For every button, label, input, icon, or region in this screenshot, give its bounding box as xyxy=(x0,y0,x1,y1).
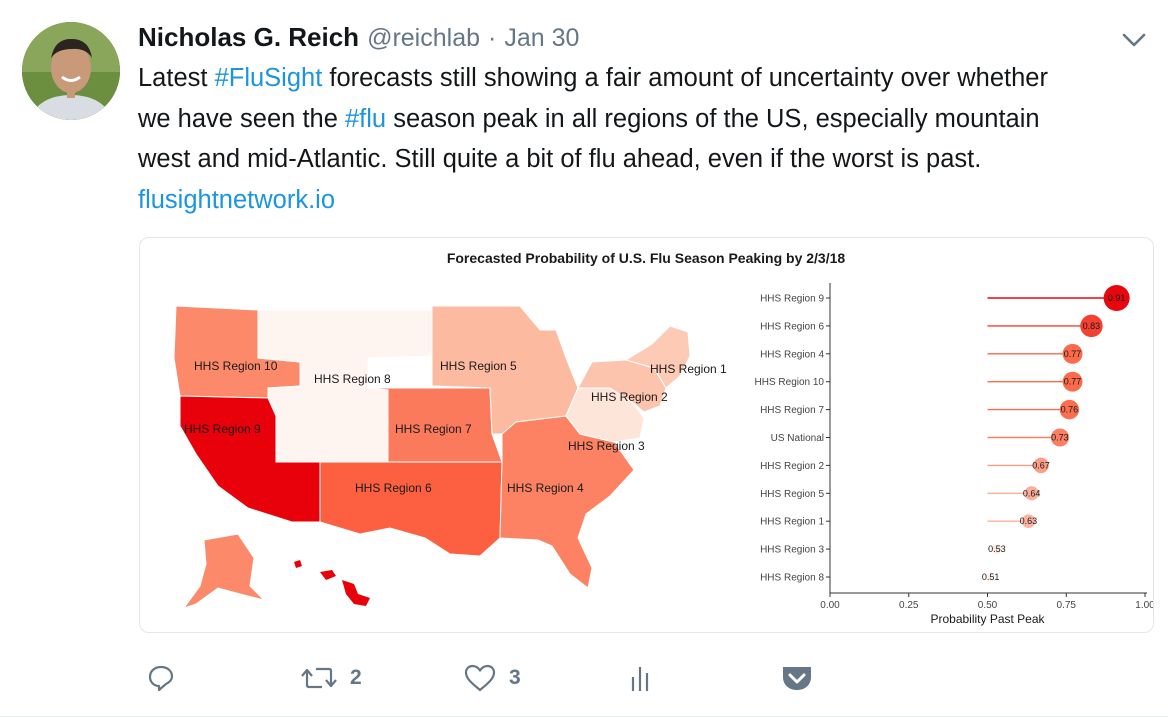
tweet-text-segment: season peak in all regions of the US, es… xyxy=(386,104,1040,133)
map-label-region-9: HHS Region 9 xyxy=(184,422,261,436)
analytics-button[interactable] xyxy=(628,656,652,700)
tweet-actions: 2 3 xyxy=(138,656,838,700)
dot-plot: HHS Region 9 0.91 HHS Region 6 0.83 HHS Regi… xyxy=(755,283,1153,626)
tweet-text-segment: forecasts still showing a fair amount of… xyxy=(322,64,1048,92)
y-tick-label: US National xyxy=(771,433,824,444)
retweet-button[interactable]: 2 xyxy=(300,656,362,700)
map-region-1 xyxy=(624,325,691,389)
y-tick-label: HHS Region 2 xyxy=(760,461,824,472)
data-point xyxy=(1080,314,1103,338)
data-label: 0.67 xyxy=(1032,460,1050,470)
data-point xyxy=(1062,371,1083,392)
data-point xyxy=(986,572,995,582)
map-label-region-8: HHS Region 8 xyxy=(314,372,391,386)
tweet-text-segment: west and mid-Atlantic. Still quite a bit… xyxy=(138,145,982,173)
map-label-region-5: HHS Region 5 xyxy=(440,359,517,373)
data-label: 0.91 xyxy=(1108,293,1126,303)
data-label: 0.53 xyxy=(988,544,1006,554)
map-label-region-7: HHS Region 7 xyxy=(395,422,472,436)
tweet-text: Latest #FluSight forecasts still showing… xyxy=(138,58,1150,220)
y-tick-label: HHS Region 10 xyxy=(755,377,825,388)
map-label-region-10: HHS Region 10 xyxy=(194,359,278,373)
data-label: 0.76 xyxy=(1061,405,1079,415)
data-point xyxy=(1062,343,1083,364)
chart-title: Forecasted Probability of U.S. Flu Seaso… xyxy=(447,250,846,266)
us-regions-map: HHS Region 10 HHS Region 8 HHS Region 5 … xyxy=(173,305,727,609)
y-tick-label: HHS Region 5 xyxy=(760,489,824,500)
x-tick-label: 0.00 xyxy=(820,600,840,611)
author-handle[interactable]: @reichlab xyxy=(367,24,481,52)
x-tick-label: 0.25 xyxy=(899,600,919,611)
map-label-region-1: HHS Region 1 xyxy=(650,362,727,376)
tweet-text-line: we have seen the #flu season peak in all… xyxy=(138,99,1150,140)
data-label: 0.64 xyxy=(1023,488,1041,498)
data-label: 0.63 xyxy=(1020,516,1038,526)
y-tick-label: HHS Region 3 xyxy=(760,545,824,556)
tweet-text-line: Latest #FluSight forecasts still showing… xyxy=(138,58,1150,99)
map-region-6 xyxy=(319,461,503,557)
map-region-2 xyxy=(577,359,667,413)
retweet-count: 2 xyxy=(350,666,362,689)
x-tick-label: 0.50 xyxy=(978,600,998,611)
y-tick-label: HHS Region 6 xyxy=(760,321,824,332)
like-button[interactable]: 3 xyxy=(463,656,521,700)
data-point xyxy=(1021,514,1036,529)
retweet-icon xyxy=(301,667,337,689)
map-label-region-4: HHS Region 4 xyxy=(507,481,584,495)
y-tick-label: HHS Region 8 xyxy=(760,573,824,584)
url-link[interactable]: flusightnetwork.io xyxy=(138,185,336,214)
x-tick-label: 0.75 xyxy=(1057,600,1077,611)
reply-icon xyxy=(148,665,174,692)
data-point xyxy=(1103,284,1130,312)
forecast-figure: Forecasted Probability of U.S. Flu Seaso… xyxy=(173,250,1153,626)
map-hawaii xyxy=(294,560,370,606)
tweet-text-segment: we have seen the xyxy=(138,104,345,133)
author-name[interactable]: Nicholas G. Reich xyxy=(138,22,360,52)
y-tick-label: HHS Region 9 xyxy=(760,294,824,305)
map-label-region-3: HHS Region 3 xyxy=(568,439,645,453)
map-region-9 xyxy=(179,395,321,523)
avatar[interactable] xyxy=(22,22,120,120)
avatar-image xyxy=(22,22,120,120)
data-point xyxy=(992,544,1002,554)
data-point xyxy=(1059,399,1080,420)
hashtag-link[interactable]: #FluSight xyxy=(214,64,323,92)
pocket-button[interactable] xyxy=(780,656,814,700)
heart-icon xyxy=(464,664,496,692)
divider xyxy=(0,716,1168,717)
reply-button[interactable] xyxy=(146,656,176,700)
y-tick-label: HHS Region 4 xyxy=(760,349,824,360)
data-label: 0.51 xyxy=(982,572,1000,582)
data-label: 0.77 xyxy=(1064,349,1082,359)
media-card[interactable]: Forecasted Probability of U.S. Flu Seaso… xyxy=(139,237,1154,633)
separator-dot: · xyxy=(488,24,497,52)
more-options-chevron-down-icon[interactable] xyxy=(1118,28,1150,52)
pocket-icon xyxy=(783,667,811,690)
y-tick-label: HHS Region 7 xyxy=(760,405,824,416)
hashtag-link[interactable]: #flu xyxy=(344,104,387,133)
y-tick-label: HHS Region 1 xyxy=(760,517,824,528)
x-axis-label: Probability Past Peak xyxy=(930,612,1045,626)
data-label: 0.77 xyxy=(1064,377,1082,387)
tweet-header: Nicholas G. Reich @reichlab · Jan 30 xyxy=(138,22,579,56)
like-count: 3 xyxy=(509,666,521,689)
map-alaska xyxy=(182,533,266,609)
data-point xyxy=(1024,486,1039,501)
map-label-region-6: HHS Region 6 xyxy=(355,481,432,495)
data-point xyxy=(1050,428,1070,447)
x-tick-label: 1.00 xyxy=(1135,600,1153,611)
analytics-icon xyxy=(631,667,649,691)
data-label: 0.83 xyxy=(1083,321,1101,331)
tweet-text-segment: Latest xyxy=(138,64,215,92)
data-label: 0.73 xyxy=(1051,433,1069,443)
data-point xyxy=(1033,457,1049,474)
tweet-text-line: west and mid-Atlantic. Still quite a bit… xyxy=(138,139,1150,180)
tweet-date[interactable]: Jan 30 xyxy=(504,24,580,52)
tweet-text-line: flusightnetwork.io xyxy=(138,180,1150,221)
map-label-region-2: HHS Region 2 xyxy=(591,390,668,404)
